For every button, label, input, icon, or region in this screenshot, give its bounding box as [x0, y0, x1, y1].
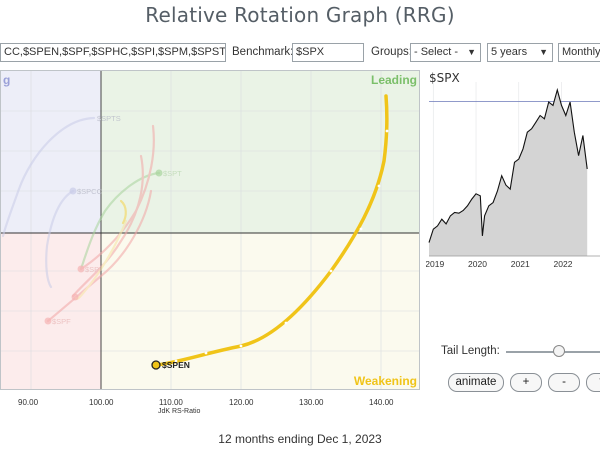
spen-point	[359, 227, 363, 231]
groups-select[interactable]: - Select - ▼	[410, 43, 481, 62]
spen-point	[329, 269, 333, 273]
benchmark-label: Benchmark:	[232, 46, 294, 58]
improving-quadrant	[1, 71, 101, 233]
faded-heads	[44, 169, 163, 325]
spen-head[interactable]	[151, 360, 161, 370]
improving-label: g	[3, 73, 10, 87]
x-tick: 90.00	[18, 398, 39, 407]
tail-yellow-small	[119, 199, 127, 225]
period-select-value: 5 years	[491, 46, 528, 58]
tail-spf	[46, 189, 153, 323]
spen-point	[174, 359, 178, 363]
minus-button[interactable]: -	[548, 373, 580, 392]
groups-select-value: - Select -	[414, 46, 459, 58]
faded-label-3: $SPI	[85, 265, 101, 274]
x-tick: 140.00	[369, 398, 394, 407]
spx-chart: $SPX 2019 2020 2021 2022	[426, 70, 600, 270]
spx-x-tick: 2021	[511, 259, 530, 269]
spen-point	[385, 129, 389, 133]
tail-length-label: Tail Length:	[441, 345, 500, 357]
groups-label: Groups:	[371, 46, 412, 58]
spx-line	[428, 87, 588, 243]
faded-label-0: $SPTS	[97, 114, 121, 123]
x-tick: 110.00	[159, 398, 183, 407]
faded-labels: $SPTS $SPCC $SPT $SPI $SPF	[52, 114, 182, 326]
tail-spi-b	[71, 154, 144, 298]
leading-label: Leading	[371, 73, 417, 87]
period-caption: 12 months ending Dec 1, 2023	[218, 432, 382, 446]
frequency-select[interactable]: Monthly	[558, 43, 600, 62]
symbols-input[interactable]: CC,$SPEN,$SPF,$SPHC,$SPI,$SPM,$SPST,$	[0, 43, 226, 62]
x-axis-title: JdK RS-Ratio	[158, 408, 201, 415]
weakening-quadrant	[101, 233, 419, 389]
faded-label-4: $SPF	[52, 317, 71, 326]
x-tick: 100.00	[89, 398, 114, 407]
benchmark-input[interactable]: $SPX	[292, 43, 364, 62]
rrg-svg: $SPTS $SPCC $SPT $SPI $SPF $SPEN Leading…	[1, 71, 419, 389]
x-tick: 130.00	[299, 398, 324, 407]
page-title: Relative Rotation Graph (RRG)	[145, 3, 455, 27]
spx-svg: 2019 2020 2021 2022	[426, 82, 600, 269]
chevron-down-icon: ▼	[539, 47, 548, 57]
period-select[interactable]: 5 years ▼	[487, 43, 553, 62]
spx-x-tick: 2022	[554, 259, 573, 269]
rrg-chart[interactable]: $SPTS $SPCC $SPT $SPI $SPF $SPEN Leading…	[0, 70, 420, 390]
spen-label: $SPEN	[162, 360, 190, 370]
toolbar: CC,$SPEN,$SPF,$SPHC,$SPI,$SPM,$SPST,$ Be…	[0, 43, 600, 63]
spen-tail-points	[174, 129, 389, 363]
leading-quadrant	[101, 71, 419, 233]
faded-label-1: $SPCC	[77, 187, 103, 196]
spen-point	[204, 351, 208, 355]
head-spf	[44, 317, 52, 325]
animate-button[interactable]: animate	[448, 373, 504, 392]
head-spt	[155, 169, 163, 177]
head-spcc	[69, 187, 77, 195]
tail-length-thumb[interactable]	[553, 345, 565, 357]
spx-x-tick: 2020	[468, 259, 487, 269]
frequency-select-value: Monthly	[562, 46, 600, 58]
head-misc	[71, 293, 79, 301]
tail-sptts	[1, 116, 96, 238]
weakening-label: Weakening	[354, 374, 417, 388]
chevron-down-icon: ▼	[467, 47, 476, 57]
spx-x-tick: 2019	[426, 259, 444, 269]
spx-area	[429, 90, 588, 256]
tail-spcc	[45, 189, 75, 289]
x-tick: 120.00	[229, 398, 254, 407]
head-spi	[77, 265, 85, 273]
spen-point	[377, 184, 381, 188]
spen-point	[284, 321, 288, 325]
more-button[interactable]: f	[586, 373, 600, 392]
spx-title: $SPX	[429, 71, 460, 85]
faded-label-2: $SPT	[163, 169, 182, 178]
spen-point	[239, 344, 243, 348]
plus-button[interactable]: +	[510, 373, 542, 392]
